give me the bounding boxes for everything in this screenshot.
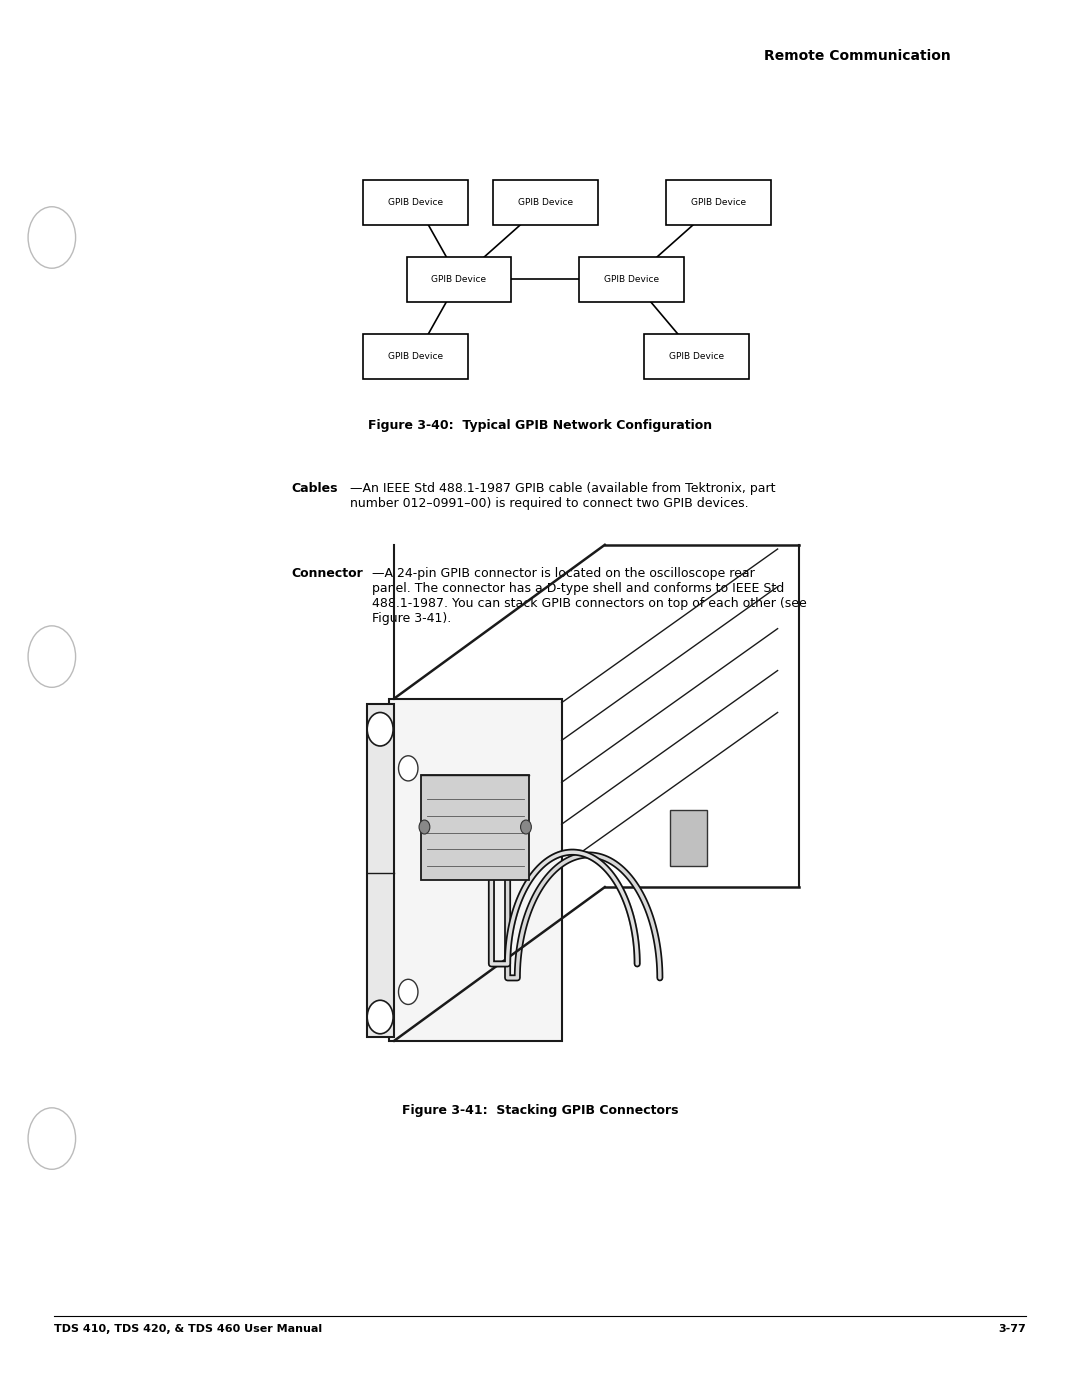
Text: GPIB Device: GPIB Device: [669, 352, 725, 360]
Text: GPIB Device: GPIB Device: [388, 352, 444, 360]
FancyBboxPatch shape: [665, 180, 771, 225]
FancyBboxPatch shape: [421, 775, 529, 880]
Text: GPIB Device: GPIB Device: [690, 198, 746, 207]
Text: Figure 3-40:  Typical GPIB Network Configuration: Figure 3-40: Typical GPIB Network Config…: [368, 419, 712, 432]
Text: Cables: Cables: [292, 482, 338, 495]
FancyBboxPatch shape: [363, 334, 469, 379]
Text: GPIB Device: GPIB Device: [604, 275, 660, 284]
FancyBboxPatch shape: [670, 810, 707, 866]
FancyBboxPatch shape: [644, 334, 750, 379]
Text: Figure 3-41:  Stacking GPIB Connectors: Figure 3-41: Stacking GPIB Connectors: [402, 1104, 678, 1116]
Circle shape: [399, 979, 418, 1004]
FancyBboxPatch shape: [389, 698, 562, 1041]
FancyBboxPatch shape: [579, 257, 685, 302]
Text: TDS 410, TDS 420, & TDS 460 User Manual: TDS 410, TDS 420, & TDS 460 User Manual: [54, 1324, 322, 1334]
FancyBboxPatch shape: [406, 257, 512, 302]
Text: GPIB Device: GPIB Device: [517, 198, 573, 207]
FancyBboxPatch shape: [363, 180, 469, 225]
Circle shape: [367, 712, 393, 746]
Text: —A 24-pin GPIB connector is located on the oscilloscope rear
panel. The connecto: —A 24-pin GPIB connector is located on t…: [372, 567, 807, 626]
Circle shape: [399, 756, 418, 781]
Text: GPIB Device: GPIB Device: [388, 198, 444, 207]
Circle shape: [367, 1000, 393, 1034]
Text: GPIB Device: GPIB Device: [431, 275, 487, 284]
Text: Remote Communication: Remote Communication: [764, 49, 950, 63]
Circle shape: [28, 207, 76, 268]
Circle shape: [28, 1108, 76, 1169]
FancyBboxPatch shape: [494, 180, 598, 225]
Text: 3-77: 3-77: [998, 1324, 1026, 1334]
FancyBboxPatch shape: [367, 704, 394, 1037]
Text: Connector: Connector: [292, 567, 363, 580]
Circle shape: [419, 820, 430, 834]
Circle shape: [28, 626, 76, 687]
Text: —An IEEE Std 488.1-1987 GPIB cable (available from Tektronix, part
number 012–09: —An IEEE Std 488.1-1987 GPIB cable (avai…: [350, 482, 775, 510]
Circle shape: [521, 820, 531, 834]
